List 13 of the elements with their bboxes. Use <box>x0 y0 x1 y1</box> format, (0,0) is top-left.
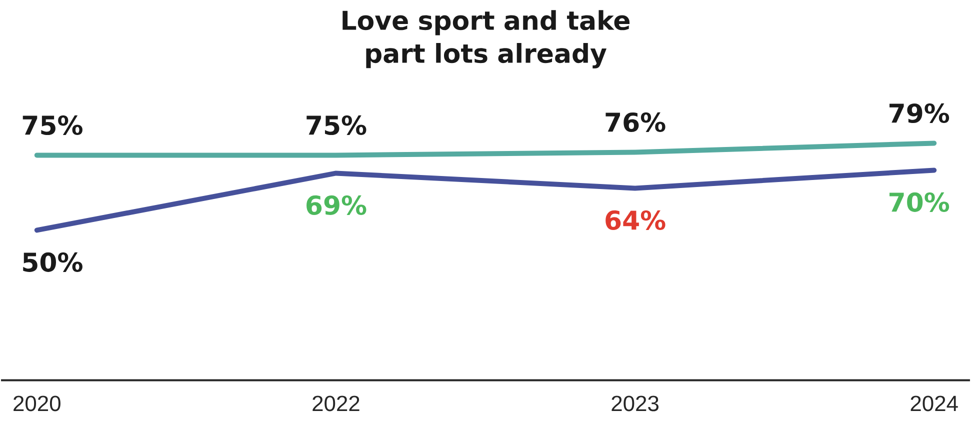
data-label: 50% <box>23 252 82 272</box>
x-tick-label: 2024 <box>910 396 958 412</box>
data-label: 79% <box>890 103 950 123</box>
data-label: 75% <box>306 115 366 135</box>
data-label: 69% <box>306 195 366 215</box>
chart-title: Love sport and take part lots already <box>342 10 630 68</box>
x-tick-label: 2023 <box>612 396 658 412</box>
data-label: 76% <box>606 112 666 132</box>
data-label: 70% <box>890 192 950 212</box>
x-tick-label: 2022 <box>312 396 360 412</box>
data-label: 75% <box>22 115 82 135</box>
data-label: 64% <box>606 210 666 230</box>
x-tick-label: 2020 <box>14 396 60 412</box>
